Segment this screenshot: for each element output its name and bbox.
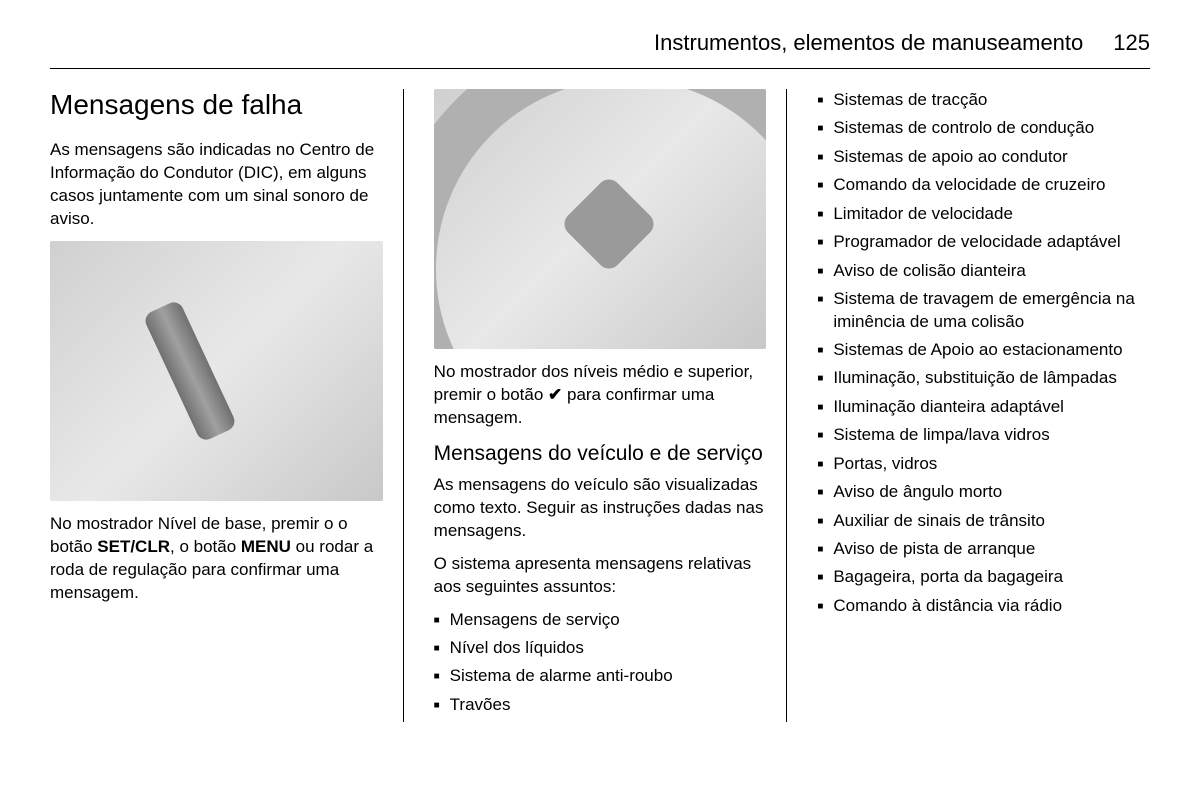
topics-intro: O sistema apresenta mensagens relativas …: [434, 553, 767, 599]
list-item: Comando da velocidade de cruzeiro: [817, 174, 1150, 196]
list-item: Sistemas de apoio ao condutor: [817, 146, 1150, 168]
list-item: Iluminação dianteira adaptável: [817, 396, 1150, 418]
button-label-setclr: SET/CLR: [97, 537, 170, 556]
list-item: Auxiliar de sinais de trânsito: [817, 510, 1150, 532]
list-item: Sistemas de controlo de condução: [817, 117, 1150, 139]
intro-paragraph: As mensagens são indicadas no Centro de …: [50, 139, 383, 231]
topics-list-part2: Sistemas de tracção Sistemas de controlo …: [817, 89, 1150, 617]
check-icon: ✔: [548, 385, 562, 404]
list-item: Bagageira, porta da bagageira: [817, 566, 1150, 588]
figure-lever-stalk: [50, 241, 383, 501]
column-1: Mensagens de falha As mensagens são indi…: [50, 89, 404, 722]
list-item: Programador de velocidade adaptável: [817, 231, 1150, 253]
list-item: Sistemas de tracção: [817, 89, 1150, 111]
list-item: Portas, vidros: [817, 453, 1150, 475]
list-item: Sistema de alarme anti-roubo: [434, 665, 767, 687]
topics-list-part1: Mensagens de serviço Nível dos líquidos Si…: [434, 609, 767, 717]
page-number: 125: [1113, 30, 1150, 56]
column-2: No mostrador dos níveis médio e superior…: [434, 89, 788, 722]
list-item: Sistemas de Apoio ao estacionamento: [817, 339, 1150, 361]
list-item: Nível dos líquidos: [434, 637, 767, 659]
figure-steering-wheel: [434, 89, 767, 349]
main-heading: Mensagens de falha: [50, 89, 383, 121]
section-title: Instrumentos, elementos de manuseamento: [654, 30, 1083, 56]
mid-display-instruction: No mostrador dos níveis médio e superior…: [434, 361, 767, 430]
list-item: Aviso de pista de arranque: [817, 538, 1150, 560]
list-item: Aviso de ângulo morto: [817, 481, 1150, 503]
button-label-menu: MENU: [241, 537, 291, 556]
list-item: Limitador de velocidade: [817, 203, 1150, 225]
list-item: Iluminação, substituição de lâmpadas: [817, 367, 1150, 389]
list-item: Travões: [434, 694, 767, 716]
page-header: Instrumentos, elementos de manuseamento …: [50, 30, 1150, 69]
list-item: Sistema de travagem de emergência na imi…: [817, 288, 1150, 333]
list-item: Sistema de limpa/lava vidros: [817, 424, 1150, 446]
list-item: Comando à distância via rádio: [817, 595, 1150, 617]
list-item: Mensagens de serviço: [434, 609, 767, 631]
base-display-instruction: No mostrador Nível de base, premir o o b…: [50, 513, 383, 605]
column-3: Sistemas de tracção Sistemas de controlo …: [817, 89, 1150, 722]
text-fragment: , o botão: [170, 537, 241, 556]
list-item: Aviso de colisão dianteira: [817, 260, 1150, 282]
subheading-vehicle-messages: Mensagens do veículo e de serviço: [434, 442, 767, 466]
vehicle-messages-desc: As mensagens do veículo são visualizadas…: [434, 474, 767, 543]
content-columns: Mensagens de falha As mensagens são indi…: [50, 89, 1150, 722]
